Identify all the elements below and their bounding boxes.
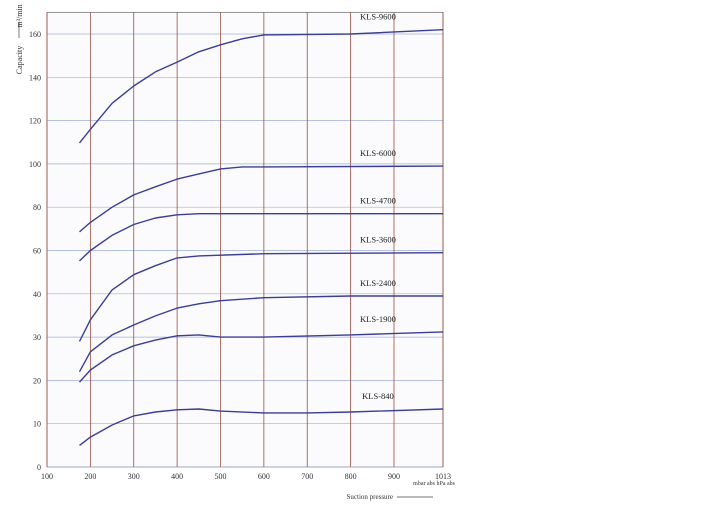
y-tick-label: 140 bbox=[29, 73, 41, 82]
x-tick-label: 200 bbox=[84, 472, 96, 481]
x-tick-label: 1013 bbox=[435, 472, 451, 481]
series-line bbox=[78, 295, 443, 373]
x-tick-label: 100 bbox=[41, 472, 53, 481]
y-axis-title: Capacity bbox=[15, 46, 24, 74]
x-tick-label: 400 bbox=[171, 472, 183, 481]
y-tick-label: 60 bbox=[33, 247, 41, 256]
x-tick-label: 600 bbox=[258, 472, 270, 481]
y-tick-label: 40 bbox=[33, 290, 41, 299]
series-line bbox=[79, 213, 443, 262]
y-tick-label: 80 bbox=[33, 203, 41, 212]
y-tick-label: 10 bbox=[33, 420, 41, 429]
x-axis-unit: mbar abs hPa abs bbox=[413, 481, 455, 487]
y-tick-label: 160 bbox=[29, 30, 41, 39]
series-line bbox=[79, 408, 444, 446]
y-tick-label: 120 bbox=[29, 117, 41, 126]
series-label: KLS-6000 bbox=[360, 148, 396, 158]
series-line bbox=[78, 29, 444, 144]
x-tick-label: 900 bbox=[388, 472, 400, 481]
x-tick-label: 500 bbox=[214, 472, 226, 481]
series-label: KLS-4700 bbox=[360, 196, 396, 206]
x-axis-title: Suction pressure bbox=[347, 493, 393, 501]
series-label: KLS-1900 bbox=[360, 314, 396, 324]
x-tick-label: 700 bbox=[301, 472, 313, 481]
series-label: KLS-3600 bbox=[360, 235, 396, 245]
series-label: KLS-9600 bbox=[360, 12, 396, 22]
x-tick-label: 800 bbox=[345, 472, 357, 481]
series-line bbox=[78, 331, 444, 383]
series-label: KLS-2400 bbox=[360, 278, 396, 288]
y-tick-label: 30 bbox=[33, 333, 41, 342]
plot-area bbox=[46, 11, 444, 468]
y-tick-label: 20 bbox=[33, 376, 41, 385]
series-label: KLS-840 bbox=[362, 391, 394, 401]
y-axis-unit: m³/min bbox=[15, 4, 24, 27]
y-tick-label: 100 bbox=[29, 160, 41, 169]
y-tick-label: 0 bbox=[37, 463, 41, 472]
x-tick-label: 300 bbox=[128, 472, 140, 481]
series-line bbox=[79, 165, 444, 233]
series-line bbox=[78, 252, 444, 342]
